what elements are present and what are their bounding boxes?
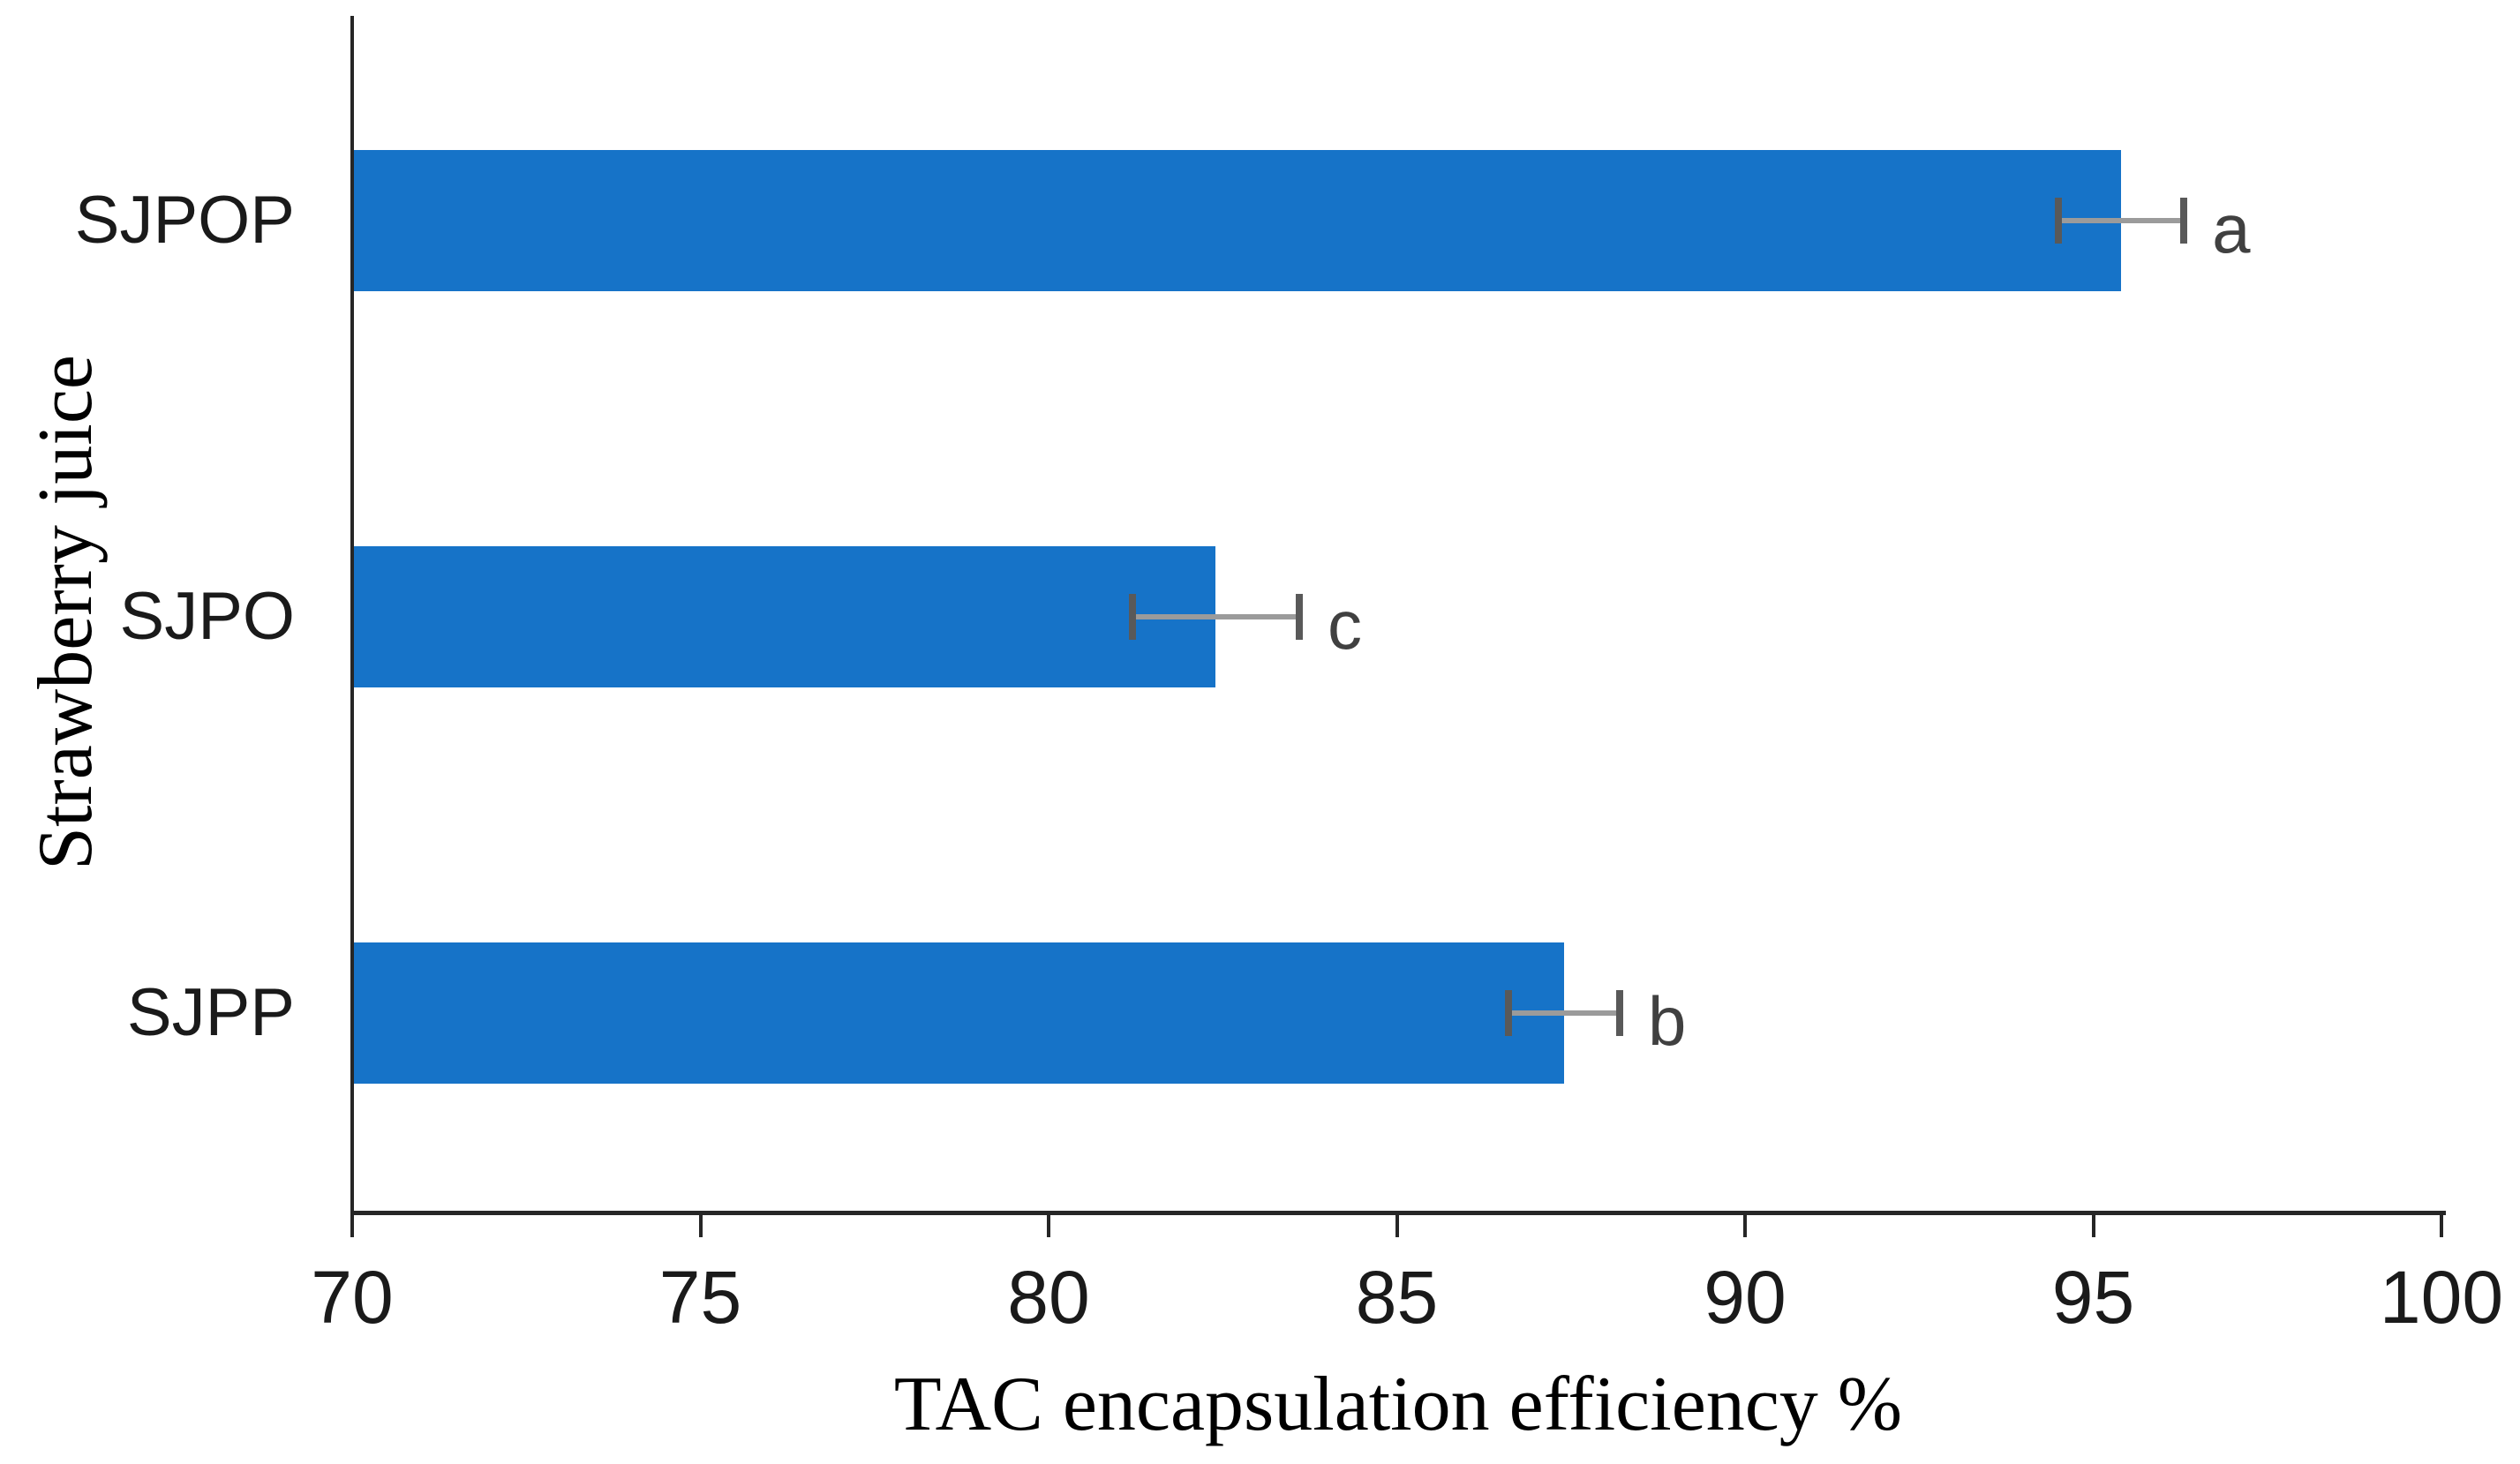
error-bar-cap-right (1615, 989, 1623, 1036)
error-bar (2058, 217, 2185, 223)
error-bar-cap-right (1296, 593, 1304, 640)
x-tick-label: 75 (658, 1256, 742, 1339)
x-tick-mark (2091, 1211, 2095, 1237)
x-tick-mark (1047, 1211, 1050, 1237)
error-bar-cap-left (1504, 989, 1512, 1036)
x-tick-label: 80 (1007, 1256, 1090, 1339)
significance-letter-a: a (2212, 189, 2251, 267)
x-tick-mark (1743, 1211, 1747, 1237)
x-tick-label: 70 (311, 1256, 394, 1339)
error-bar-cap-right (2180, 197, 2188, 244)
y-axis-line (350, 16, 354, 1215)
x-tick-label: 90 (1704, 1256, 1787, 1339)
error-bar (1508, 1010, 1620, 1016)
error-bar-cap-left (2055, 197, 2063, 244)
bar-sjpo (354, 545, 1216, 687)
x-tick-mark (350, 1211, 354, 1237)
x-tick-label: 85 (1355, 1256, 1439, 1339)
significance-letter-c: c (1328, 585, 1363, 664)
bar-sjpp (354, 942, 1564, 1084)
error-bar (1132, 613, 1300, 619)
x-tick-label: 95 (2051, 1256, 2135, 1339)
category-label-sjpo: SJPO (119, 578, 296, 654)
x-tick-label: 100 (2379, 1256, 2504, 1339)
x-tick-mark (698, 1211, 703, 1237)
x-tick-mark (1395, 1211, 1399, 1237)
category-label-sjpp: SJPP (126, 974, 295, 1050)
bar-sjpop (354, 149, 2122, 291)
category-label-sjpop: SJPOP (74, 182, 295, 258)
error-bar-cap-left (1128, 593, 1136, 640)
significance-letter-b: b (1647, 981, 1687, 1060)
x-tick-mark (2440, 1211, 2443, 1237)
x-axis-title: TAC encapsulation efficiency % (893, 1362, 1903, 1447)
